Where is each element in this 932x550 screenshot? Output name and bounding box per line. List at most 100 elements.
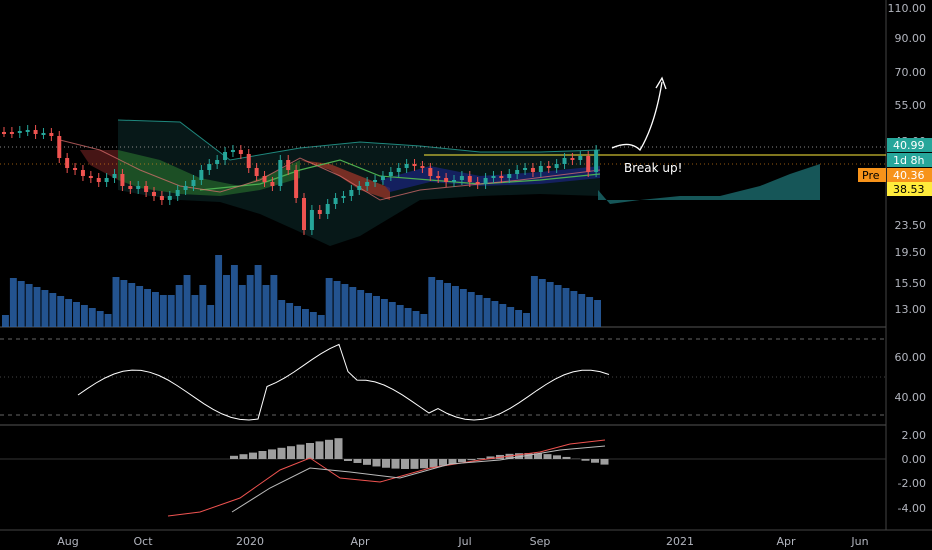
candle-body <box>73 168 78 170</box>
volume-bar <box>88 308 96 327</box>
volume-bar <box>373 296 380 327</box>
time-axis-tick: 2021 <box>666 535 694 548</box>
volume-bar <box>452 286 459 327</box>
macd-signal-line <box>167 439 606 517</box>
volume-bar <box>104 314 112 327</box>
volume-bar <box>183 275 191 327</box>
volume-bar <box>167 295 175 327</box>
macd-histogram-bar <box>543 454 552 459</box>
candle-body <box>191 180 196 186</box>
candle-body <box>175 190 180 196</box>
candle-body <box>96 178 101 182</box>
macd-panel <box>0 438 886 517</box>
price-label-bg <box>887 138 932 152</box>
macd-histogram-bar <box>230 455 238 459</box>
candle-body <box>159 196 164 200</box>
volume-bar <box>25 284 33 327</box>
volume-bar <box>33 287 41 327</box>
volume-bar <box>254 265 262 327</box>
volume-bar <box>333 281 341 327</box>
oscillator-panel <box>77 343 610 421</box>
macd-axis-tick: 0.00 <box>902 453 927 466</box>
ema-ribbon-bear <box>80 150 118 180</box>
volume-bar <box>428 277 436 327</box>
candle-body <box>2 132 6 134</box>
moving-average-line <box>59 139 601 201</box>
candle-body <box>120 174 125 186</box>
candle-body <box>65 158 70 168</box>
volume-bar <box>467 292 475 327</box>
volume-bar <box>223 275 230 327</box>
price-axis-tick: 23.50 <box>895 219 927 232</box>
volume-bar <box>578 294 586 327</box>
premarket-tag-label: Pre <box>862 169 880 182</box>
candle-body <box>80 170 85 176</box>
volume-bar <box>570 291 578 327</box>
time-axis-tick: Aug <box>57 535 78 548</box>
candle-body <box>136 186 141 189</box>
candle-body <box>112 174 117 178</box>
candle-body <box>491 176 496 178</box>
volume-bar <box>9 278 17 327</box>
candle-body <box>230 150 235 152</box>
macd-histogram-bar <box>239 454 248 459</box>
macd-histogram-bar <box>344 459 352 461</box>
volume-bar <box>515 310 523 327</box>
candle-body <box>341 196 346 198</box>
break-up-annotation[interactable]: Break up! <box>624 161 682 175</box>
candle-body <box>578 156 583 160</box>
volume-bar <box>538 279 546 327</box>
candle-body <box>223 152 228 160</box>
volume-bar <box>459 289 467 327</box>
price-label-bg <box>887 153 932 167</box>
macd-histogram-bar <box>334 438 343 459</box>
candle-body <box>325 204 330 214</box>
candle-body <box>144 186 149 192</box>
candle-body <box>167 196 172 200</box>
ema-ribbon-blue <box>380 166 600 192</box>
macd-histogram-bar <box>553 455 561 459</box>
breakout-arrow[interactable] <box>611 81 663 152</box>
time-axis-tick: 2020 <box>236 535 264 548</box>
volume-bar <box>262 285 270 327</box>
volume-bar <box>230 265 238 327</box>
candle-body <box>294 170 299 198</box>
volume-bar <box>57 296 65 327</box>
price-axis-tick: 90.00 <box>895 32 927 45</box>
volume-bar <box>412 311 420 327</box>
candle-body <box>302 198 306 230</box>
price-label-text: 38.53 <box>893 183 925 196</box>
oscillator-axis-tick: 60.00 <box>895 351 927 364</box>
volume-bar <box>128 283 136 327</box>
price-label-text: 1d 8h <box>893 154 924 167</box>
price-label-3: 38.53 <box>887 182 932 196</box>
volume-bar <box>475 295 483 327</box>
volume-bar <box>286 303 294 327</box>
macd-histogram-bar <box>382 459 390 468</box>
candle-body <box>420 166 425 168</box>
macd-histogram-bar <box>562 456 571 459</box>
volume-bar <box>49 293 57 327</box>
volume-bar <box>96 311 104 327</box>
moving-average-line <box>199 159 601 191</box>
candle-body <box>562 158 567 164</box>
price-axis-tick: 70.00 <box>895 66 927 79</box>
candle-body <box>104 178 109 182</box>
candle-body <box>538 166 543 172</box>
candle-body <box>373 180 378 182</box>
candle-body <box>388 172 393 176</box>
time-axis-tick: Apr <box>776 535 796 548</box>
candle-body <box>467 176 472 182</box>
volume-bar <box>546 282 554 327</box>
macd-histogram-bar <box>363 459 371 465</box>
macd-histogram-bar <box>429 459 438 468</box>
volume-bar <box>483 298 491 327</box>
candle-body <box>452 180 456 182</box>
volume-bar <box>420 314 428 327</box>
macd-histogram-bar <box>287 446 295 459</box>
macd-histogram-bar <box>258 451 267 459</box>
candle-body <box>17 131 22 133</box>
price-label-text: 40.99 <box>893 139 925 152</box>
time-axis-tick: Apr <box>350 535 370 548</box>
